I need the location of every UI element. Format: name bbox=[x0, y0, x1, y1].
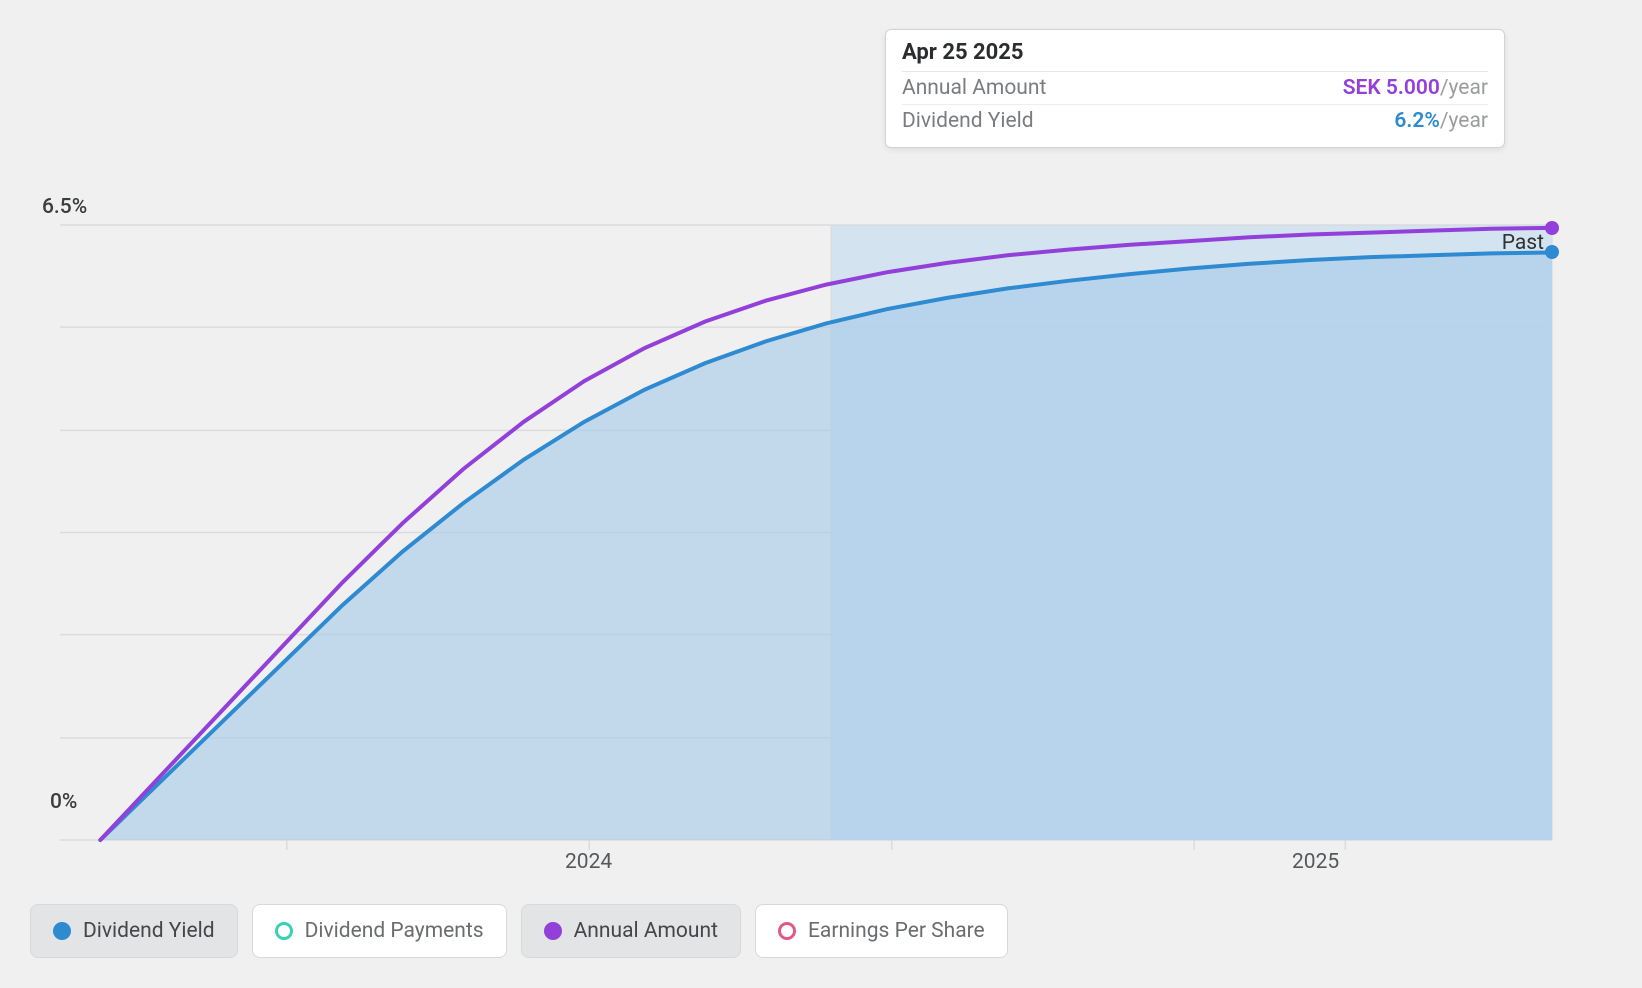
legend-item-label: Earnings Per Share bbox=[808, 919, 985, 943]
tooltip-row-dividend-yield: Dividend Yield 6.2%/year bbox=[902, 105, 1488, 137]
x-axis-tick-2025: 2025 bbox=[1292, 850, 1339, 874]
tooltip-date: Apr 25 2025 bbox=[902, 40, 1488, 72]
y-axis-tick-zero: 0% bbox=[50, 790, 77, 814]
chart-plot-svg bbox=[30, 30, 1612, 875]
legend-item-label: Dividend Yield bbox=[83, 919, 215, 943]
tooltip-row-annual-amount: Annual Amount SEK 5.000/year bbox=[902, 72, 1488, 105]
legend-item-dividend-payments[interactable]: Dividend Payments bbox=[252, 904, 507, 958]
y-axis-tick-max: 6.5% bbox=[42, 195, 87, 219]
legend-item-eps[interactable]: Earnings Per Share bbox=[755, 904, 1008, 958]
legend-item-dividend-yield[interactable]: Dividend Yield bbox=[30, 904, 238, 958]
tooltip-row-label: Dividend Yield bbox=[902, 109, 1034, 133]
dividend-chart: 6.5% 0% 2024 2025 Past Apr 25 2025 Annua… bbox=[30, 30, 1612, 958]
legend-swatch-icon bbox=[53, 922, 71, 940]
legend-item-annual-amount[interactable]: Annual Amount bbox=[521, 904, 741, 958]
legend-swatch-icon bbox=[275, 922, 293, 940]
tooltip-row-value: 6.2%/year bbox=[1394, 109, 1488, 133]
chart-tooltip: Apr 25 2025 Annual Amount SEK 5.000/year… bbox=[885, 29, 1505, 148]
annual-amount-end-marker bbox=[1545, 221, 1559, 235]
legend-item-label: Dividend Payments bbox=[305, 919, 484, 943]
past-region-label: Past bbox=[1502, 231, 1544, 255]
x-axis-tick-2024: 2024 bbox=[565, 850, 612, 874]
dividend-yield-end-marker bbox=[1545, 245, 1559, 259]
legend-item-label: Annual Amount bbox=[574, 919, 718, 943]
chart-legend: Dividend Yield Dividend Payments Annual … bbox=[30, 904, 1008, 958]
tooltip-row-value: SEK 5.000/year bbox=[1343, 76, 1488, 100]
tooltip-row-label: Annual Amount bbox=[902, 76, 1046, 100]
legend-swatch-icon bbox=[778, 922, 796, 940]
legend-swatch-icon bbox=[544, 922, 562, 940]
